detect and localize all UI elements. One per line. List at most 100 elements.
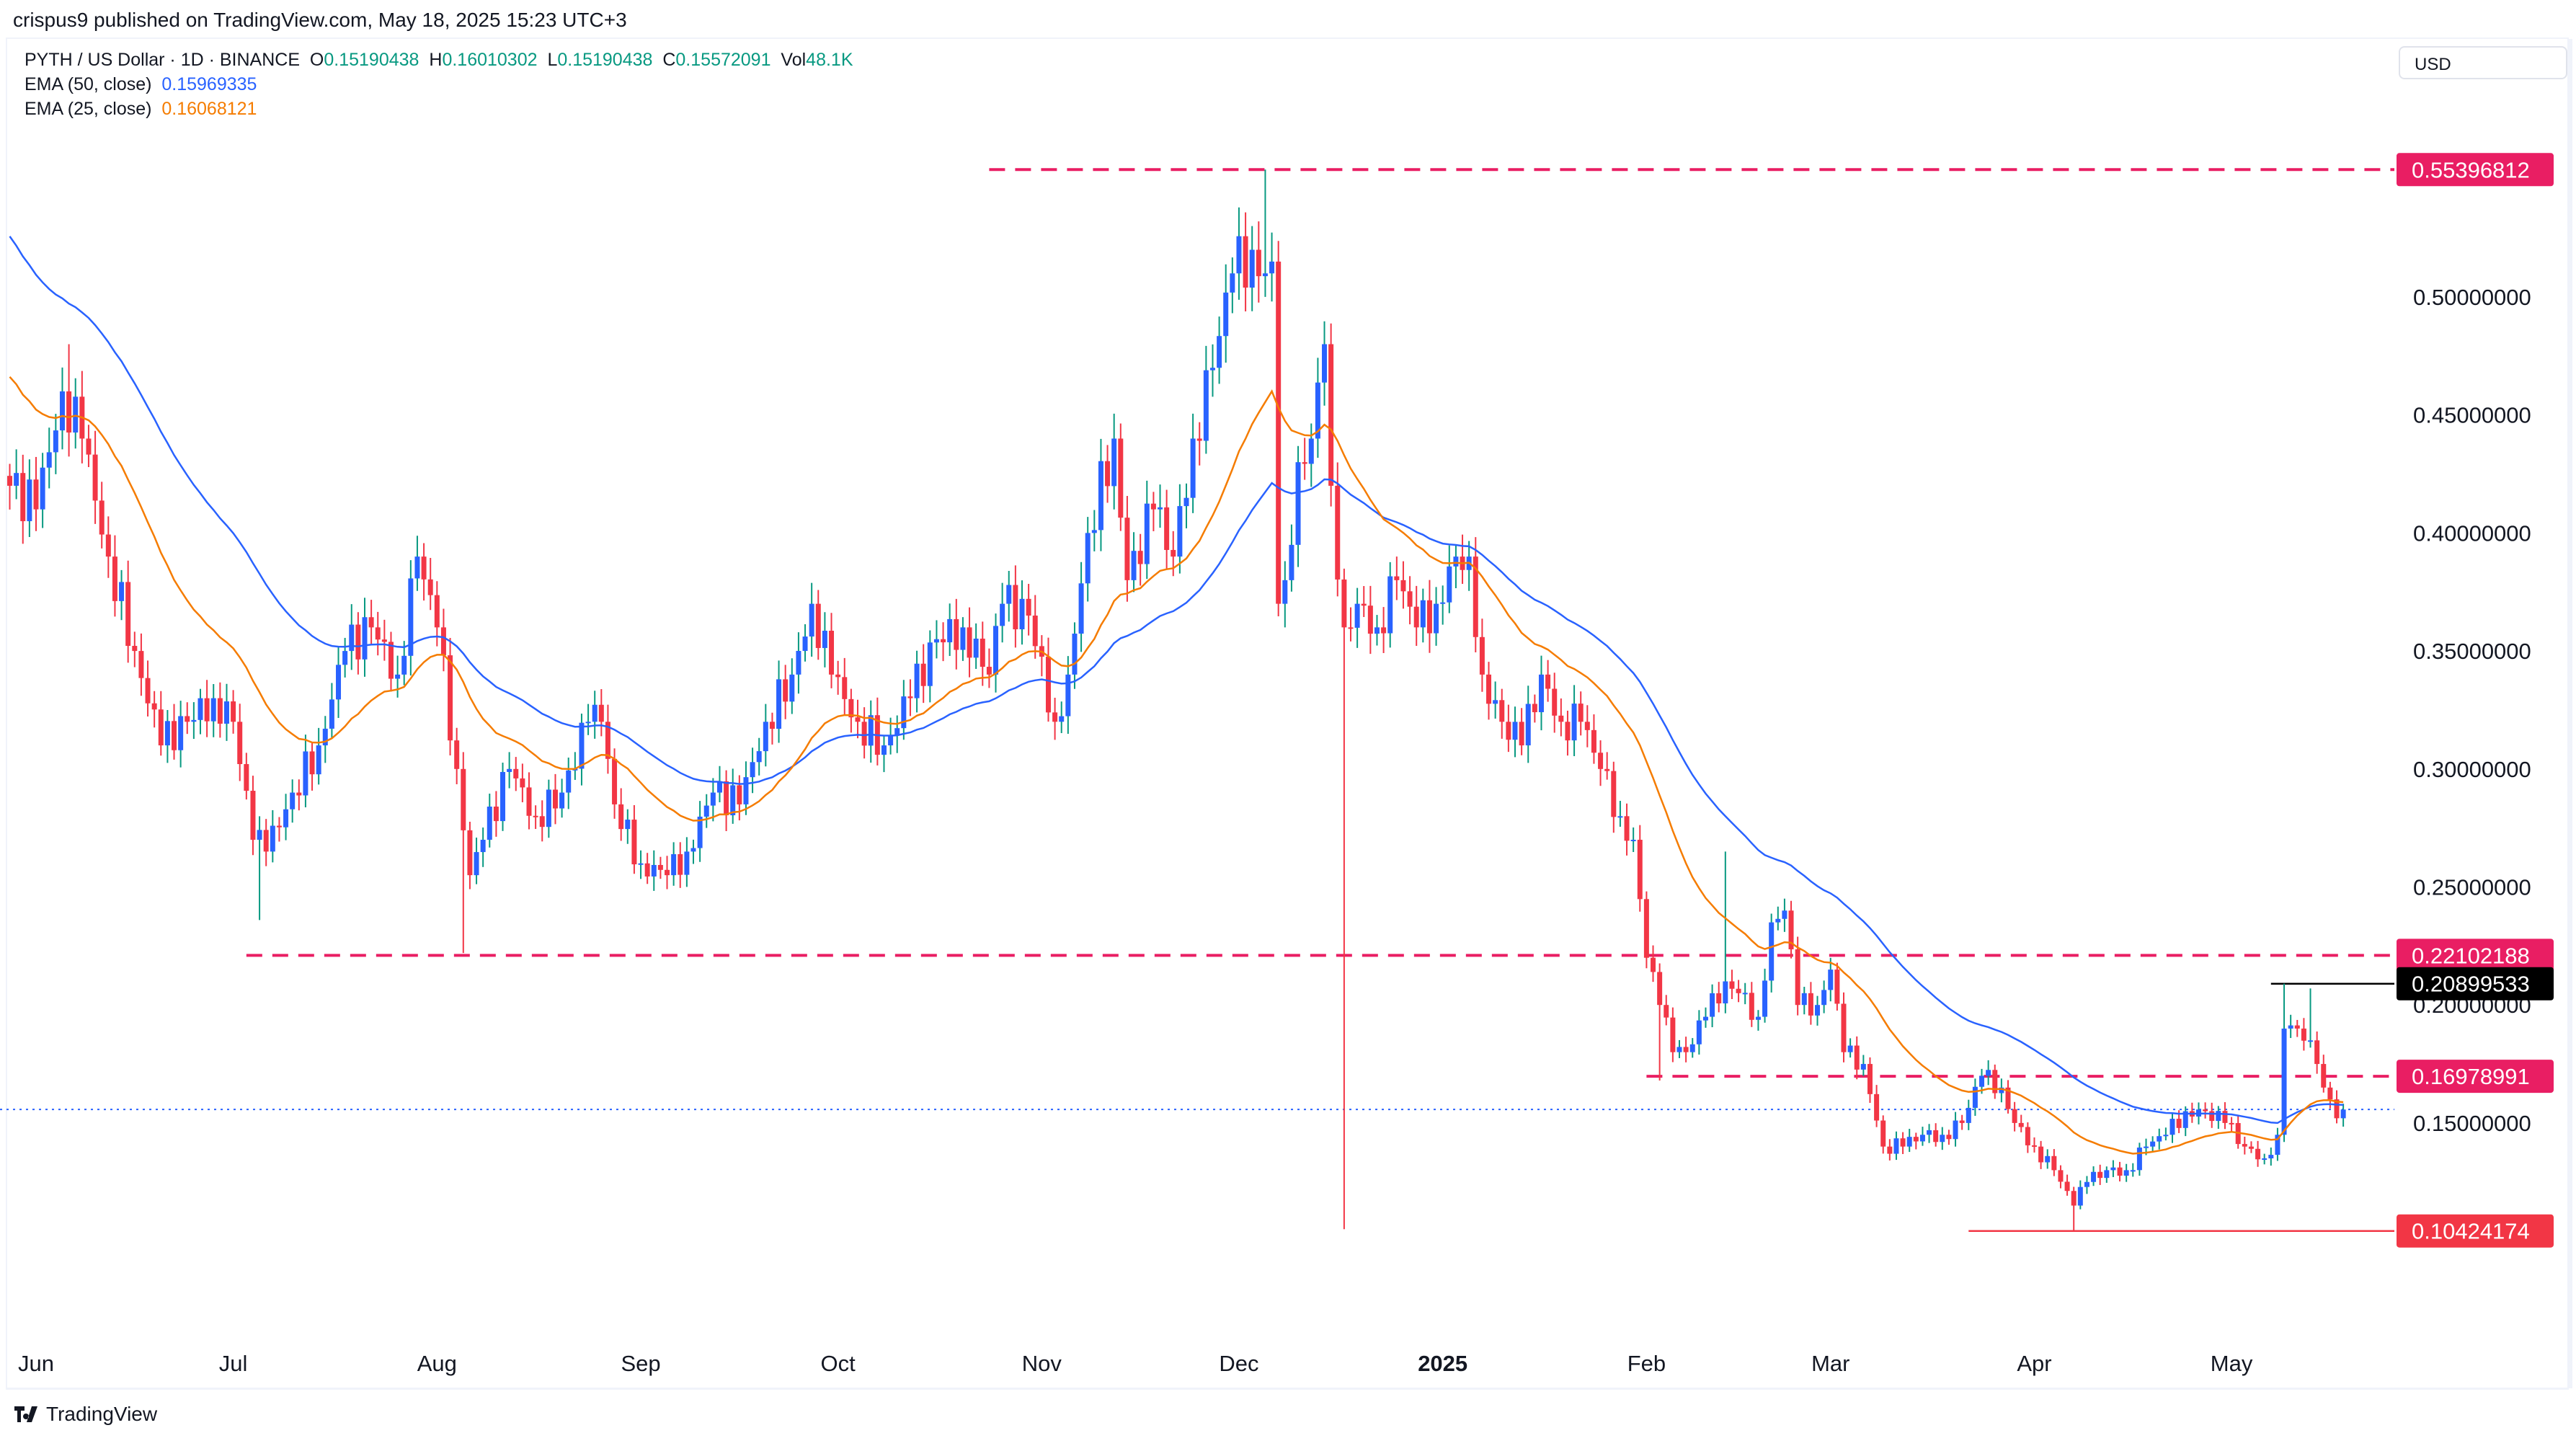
candle <box>960 617 966 661</box>
candle-body <box>2097 1171 2103 1179</box>
candle-body <box>1598 753 1604 769</box>
candle <box>204 680 210 737</box>
candle-body <box>329 699 334 729</box>
candle <box>1289 524 1294 592</box>
candle-body <box>2031 1145 2037 1147</box>
currency-button[interactable]: USD <box>2399 46 2567 79</box>
price-tick-label: 0.30000000 <box>2413 757 2531 782</box>
candle <box>1111 413 1117 510</box>
candle <box>2084 1176 2089 1194</box>
candle <box>1519 708 1524 755</box>
candle-body <box>349 624 355 652</box>
candle-body <box>1643 899 1649 958</box>
candle <box>178 701 184 768</box>
candle <box>1716 982 1722 1013</box>
ema50-label[interactable]: EMA (50, close) <box>25 74 152 94</box>
candle-body <box>855 717 861 722</box>
candle-body <box>2064 1181 2070 1192</box>
candle <box>2255 1140 2261 1167</box>
candle-body <box>1276 261 1282 604</box>
candle-body <box>1624 816 1630 841</box>
candle-body <box>210 698 216 722</box>
candle-body <box>1243 236 1248 288</box>
candle <box>1236 207 1242 300</box>
candle-body <box>1979 1075 1985 1087</box>
candle-body <box>2077 1186 2083 1206</box>
candle <box>119 569 125 621</box>
price-level-label: 0.20899533 <box>2412 972 2530 997</box>
candle-body <box>724 781 729 816</box>
candle-body <box>914 663 920 698</box>
candle <box>920 644 926 704</box>
candle-body <box>566 770 572 793</box>
candle <box>703 794 709 828</box>
candle <box>244 753 249 800</box>
candle <box>625 809 631 844</box>
candle <box>1670 1007 1676 1062</box>
candle <box>1276 241 1282 616</box>
ema50-row: EMA (50, close) 0.15969335 <box>25 72 853 97</box>
candle <box>855 699 861 739</box>
candle-body <box>986 667 992 675</box>
candle-body <box>1164 507 1170 550</box>
candle <box>263 819 269 866</box>
candle <box>592 691 598 739</box>
ema25-label[interactable]: EMA (25, close) <box>25 99 152 119</box>
candle-body <box>1302 462 1307 464</box>
candle-body <box>1591 729 1596 753</box>
candle-body <box>434 595 440 628</box>
candle <box>1039 635 1044 677</box>
candle-body <box>783 679 789 702</box>
time-tick-label: Dec <box>1219 1351 1258 1376</box>
candle-body <box>539 816 545 828</box>
candle <box>250 776 256 856</box>
candle-body <box>1203 370 1209 441</box>
candle <box>2123 1163 2129 1182</box>
candle-body <box>1065 674 1071 716</box>
candle-body <box>1657 972 1663 1006</box>
candle <box>493 791 499 837</box>
candle-body <box>2255 1148 2261 1160</box>
candle-body <box>941 639 946 643</box>
price-level-badge <box>2397 153 2554 187</box>
candle-body <box>2222 1111 2228 1123</box>
candle-body <box>20 473 26 522</box>
high-label: H <box>429 50 443 70</box>
candle-body <box>612 758 618 804</box>
candle-body <box>1013 585 1018 630</box>
candle-body <box>901 696 907 729</box>
candle <box>336 647 342 719</box>
candle-body <box>1124 518 1130 580</box>
candle <box>112 535 117 617</box>
price-tick-label: 0.35000000 <box>2413 639 2531 664</box>
candle <box>901 680 907 740</box>
candle <box>1322 321 1328 406</box>
candle <box>500 762 506 831</box>
candle-body <box>1854 1045 1860 1070</box>
candle <box>1664 995 1669 1026</box>
candle <box>1381 607 1387 653</box>
candle-body <box>2144 1146 2149 1148</box>
candle <box>1158 484 1163 528</box>
candle-body <box>967 627 972 658</box>
candle <box>1447 545 1452 613</box>
candle <box>1736 980 1741 1003</box>
candle-body <box>802 636 808 652</box>
candle <box>1032 595 1038 659</box>
candle <box>454 727 460 785</box>
high-value: 0.16010302 <box>442 50 538 70</box>
candle <box>2097 1164 2103 1185</box>
candle <box>2182 1106 2188 1137</box>
symbol-title[interactable]: PYTH / US Dollar · 1D · BINANCE <box>25 50 301 70</box>
candle <box>1196 422 1202 466</box>
candle <box>1617 801 1623 827</box>
candle-body <box>1440 602 1446 604</box>
ema25-value: 0.16068121 <box>161 99 257 119</box>
candle <box>612 748 618 819</box>
candle-body <box>796 651 801 675</box>
candle-body <box>1447 566 1452 603</box>
candle <box>2222 1102 2228 1130</box>
candle <box>644 853 650 884</box>
candle-body <box>2005 1087 2011 1109</box>
